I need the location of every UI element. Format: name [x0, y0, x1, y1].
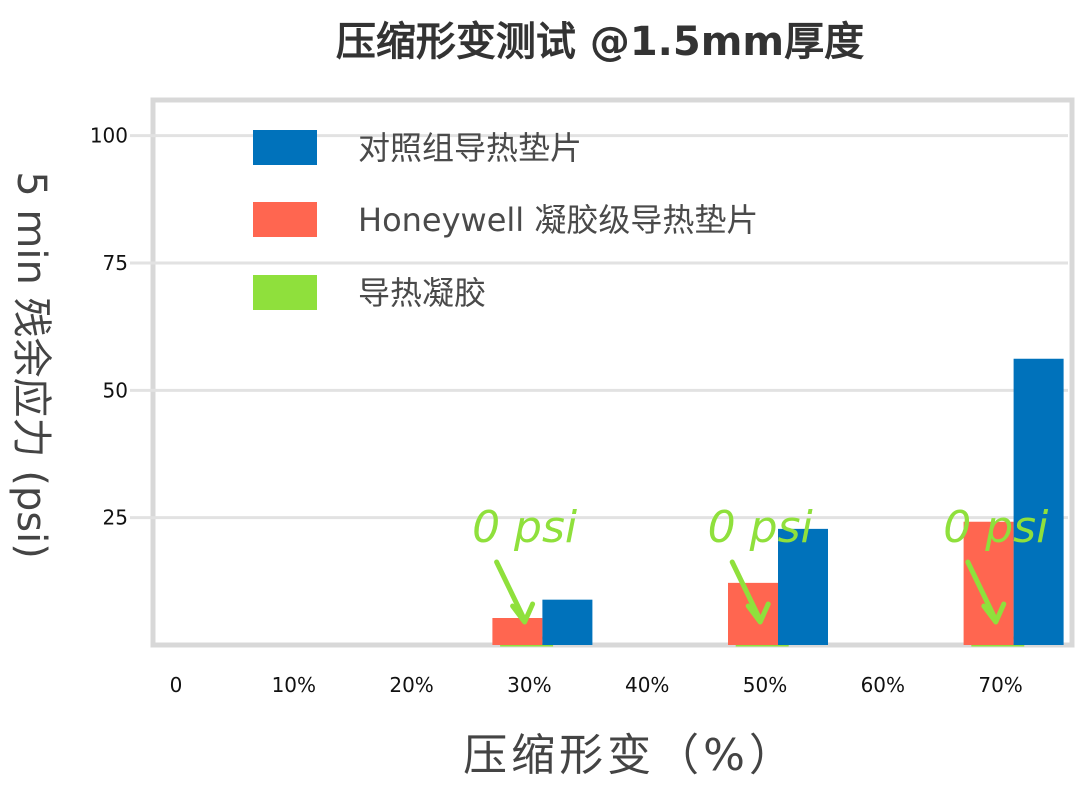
bar-honeywell [492, 618, 543, 645]
y-axis-ticks: 100 75 50 25 [90, 124, 128, 530]
zero-psi-annotation: 0 psi [708, 502, 814, 553]
annotation-arrow [494, 559, 528, 623]
chart-title: 压缩形变测试 @1.5mm厚度 [336, 19, 864, 65]
y-tick-label: 25 [103, 506, 128, 530]
y-tick-label: 50 [103, 378, 128, 402]
legend-swatch [253, 275, 317, 310]
grid-lines [130, 134, 1068, 520]
x-tick-label: 40% [625, 673, 669, 697]
x-tick-label: 20% [389, 673, 433, 697]
annotation-arrowhead [510, 601, 536, 625]
x-tick-label: 70% [978, 673, 1022, 697]
bar-control [1013, 358, 1064, 645]
x-axis-ticks: 0 10% 20% 30% 40% 50% 60% 70% [170, 673, 1023, 697]
bar-honeywell [963, 521, 1014, 645]
bar-control [542, 599, 593, 645]
legend-label: 对照组导热垫片 [358, 129, 582, 167]
y-tick-label: 100 [90, 124, 128, 148]
legend-label: Honeywell 凝胶级导热垫片 [358, 201, 758, 239]
zero-psi-annotation: 0 psi [943, 502, 1049, 553]
y-axis-label: 5 min 残余应力 (psi) [8, 171, 54, 559]
legend-label: 导热凝胶 [358, 274, 486, 312]
x-tick-label: 30% [507, 673, 551, 697]
annotation-arrow [729, 559, 763, 623]
x-tick-label: 0 [170, 673, 183, 697]
legend-swatch [253, 130, 317, 165]
y-tick-label: 75 [103, 251, 128, 275]
x-tick-label: 10% [272, 673, 316, 697]
annotation-arrowhead [981, 601, 1007, 625]
annotation-arrowhead [745, 601, 771, 625]
zero-psi-annotation: 0 psi [472, 502, 578, 553]
annotations: 0 psi 0 psi 0 psi [472, 502, 1049, 625]
x-tick-label: 50% [743, 673, 787, 697]
legend-swatch [253, 202, 317, 237]
x-tick-label: 60% [861, 673, 905, 697]
x-axis-label: 压缩形变（%） [463, 730, 797, 781]
bar-control [778, 528, 828, 645]
annotation-arrow [965, 559, 999, 623]
plot-frame [150, 97, 1075, 648]
